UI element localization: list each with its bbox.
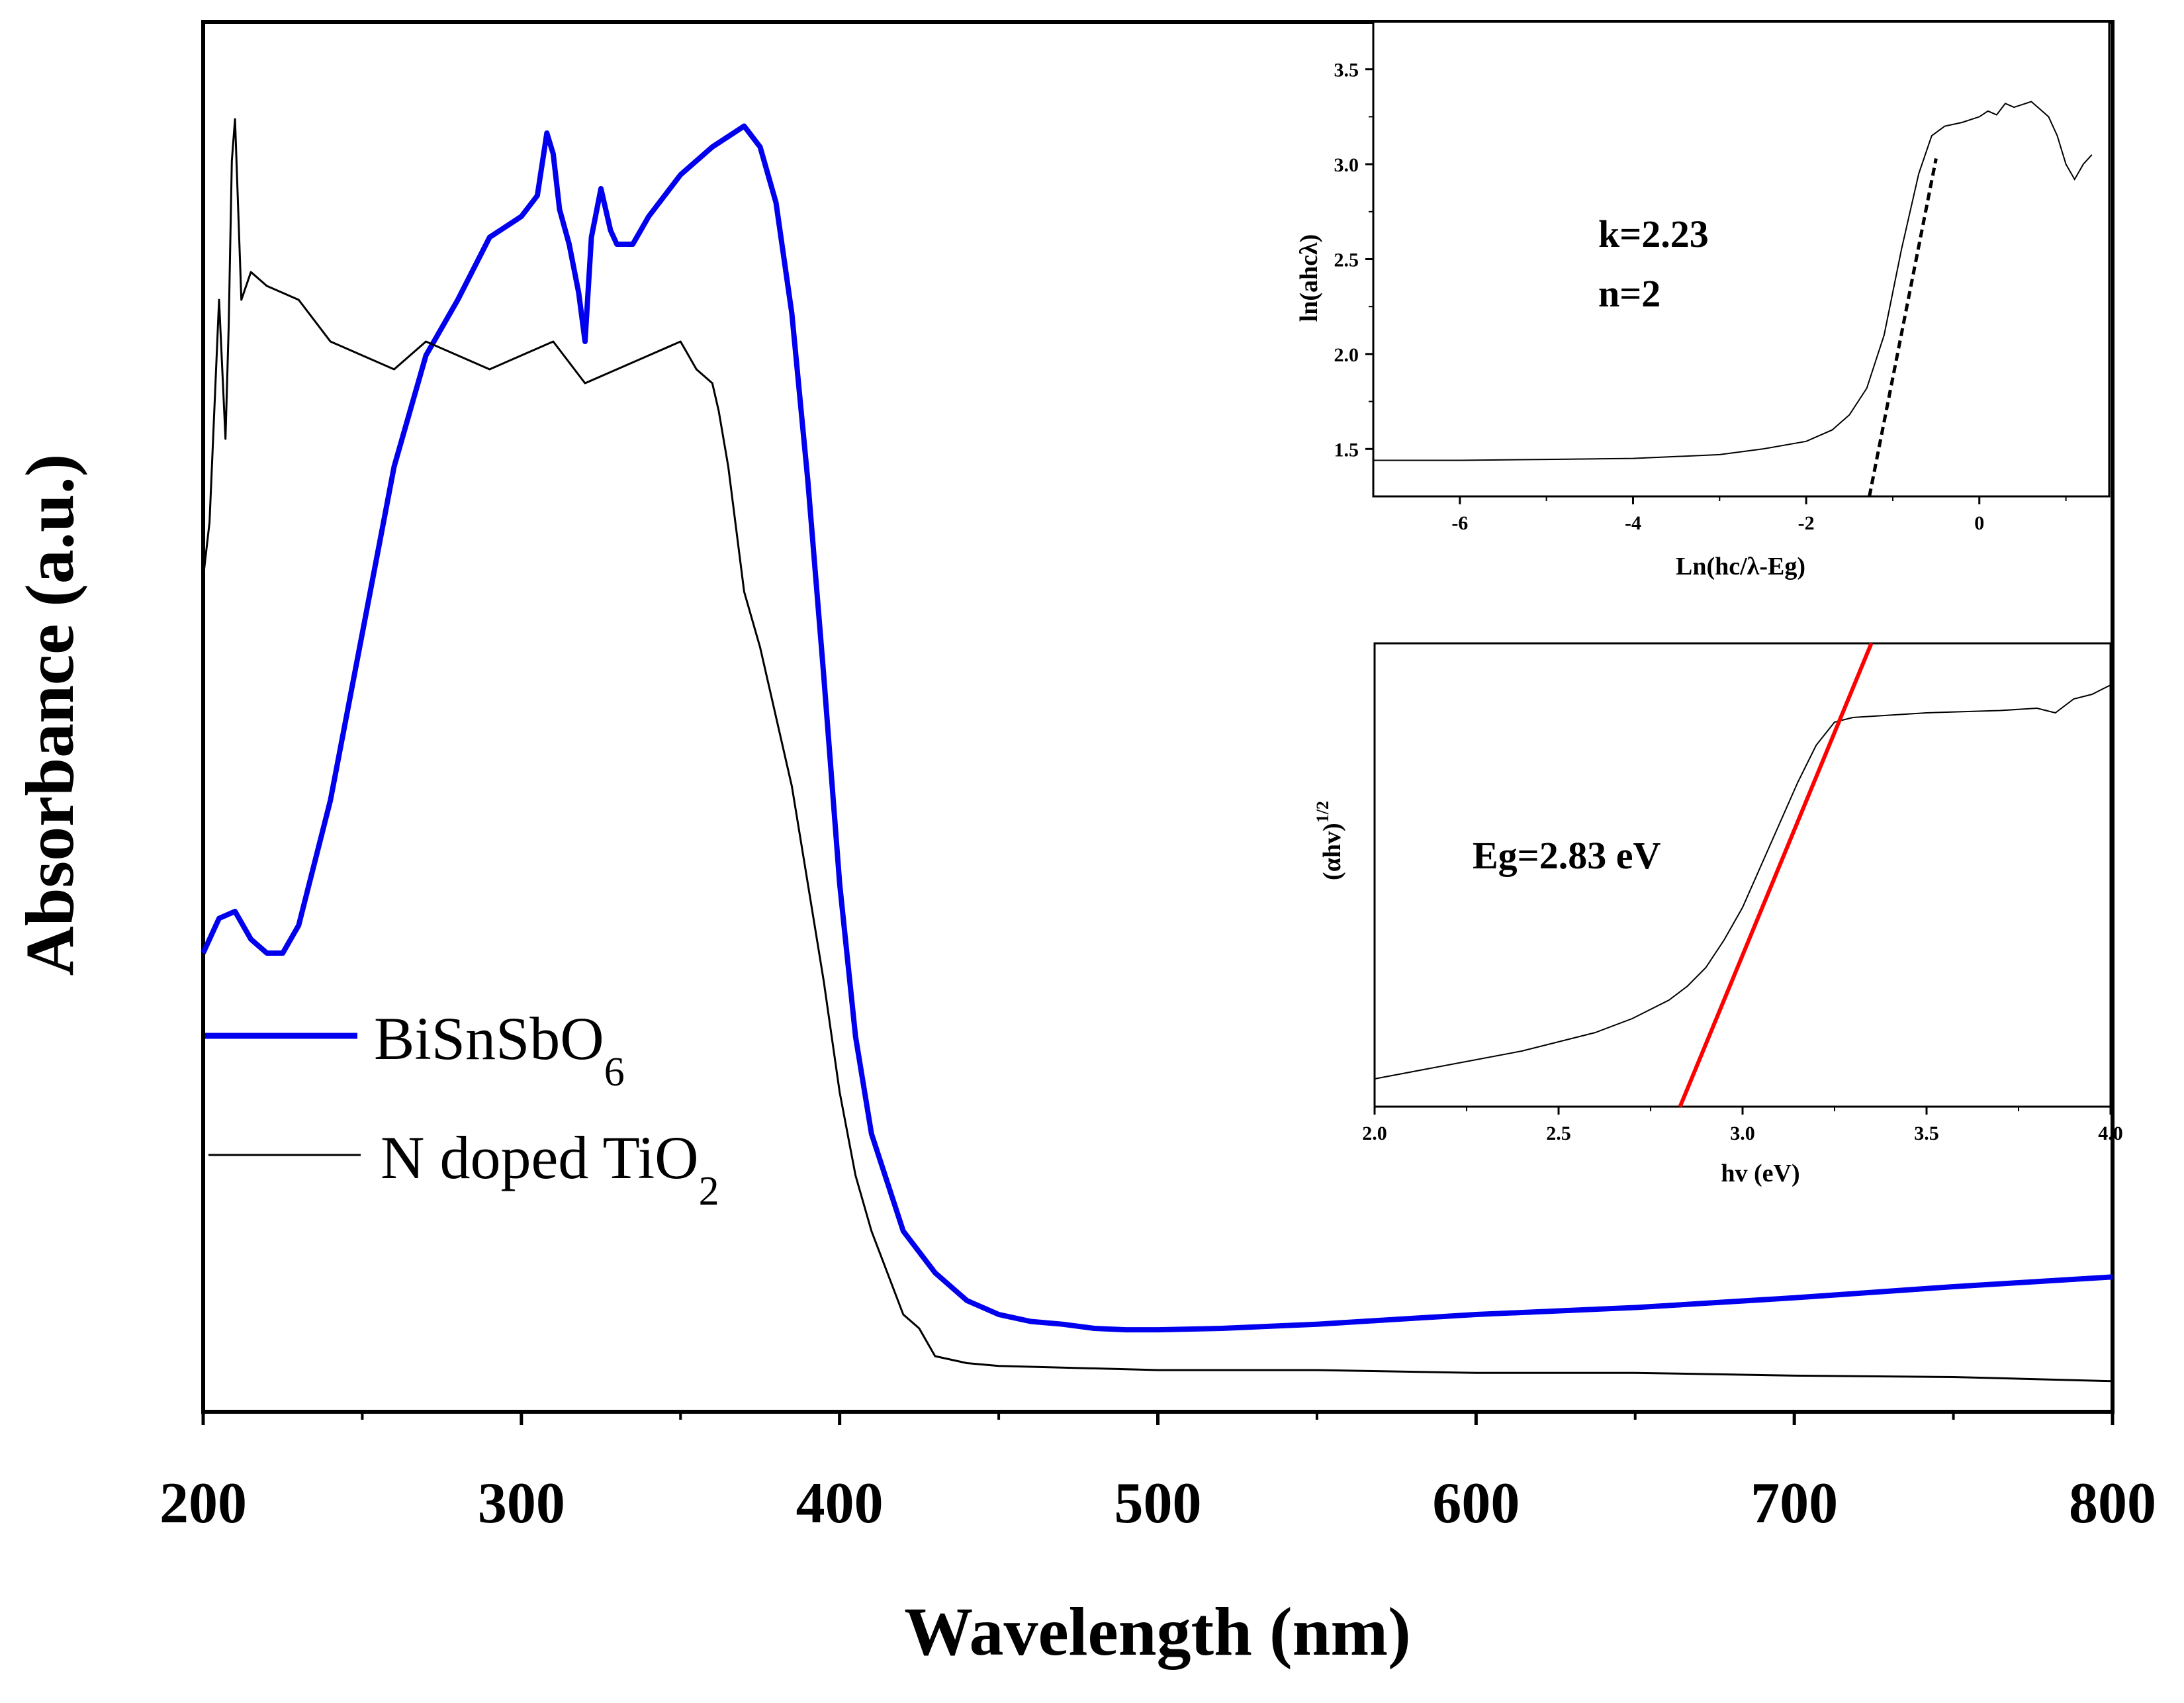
main-series-group (201, 118, 2113, 1383)
inset-bottom-y-axis-title: (αhv)1/2 (1313, 801, 1346, 880)
inset-top-fit-line (1868, 158, 1938, 497)
series-line-n-doped-tio2 (202, 118, 2113, 1383)
inset-top-frame (1372, 21, 2111, 498)
main-x-tick-label: 500 (1115, 1471, 1202, 1536)
inset-top-y-axis-title: ln(ahcλ) (1295, 234, 1323, 322)
inset-top-annotation-n: n=2 (1598, 272, 1661, 315)
inset-bottom-x-tick-label: 3.0 (1730, 1123, 1755, 1144)
main-x-tick-label: 700 (1751, 1471, 1838, 1536)
inset-bottom-x-tick-label: 2.0 (1362, 1123, 1387, 1144)
legend: BiSnSbO6 N doped TiO2 (205, 1005, 719, 1214)
main-x-ticks: 200 300 400 500 600 700 800 (159, 1412, 2156, 1536)
inset-top-x-tick-label: -4 (1625, 512, 1641, 534)
series-line-bisnsbo6 (201, 123, 2113, 1333)
inset-top-x-tick-label: 0 (1974, 512, 1984, 534)
legend-label-n-doped-tio2: N doped TiO2 (381, 1124, 719, 1214)
inset-top-y-tick-label: 3.0 (1334, 154, 1359, 176)
inset-bottom-x-tick-label: 4.0 (2098, 1123, 2123, 1144)
main-x-axis-title: Wavelength (nm) (904, 1594, 1411, 1670)
inset-bottom-ticks: 2.0 2.5 3.0 3.5 4.0 (1362, 1107, 2123, 1144)
inset-bottom-x-tick-label: 2.5 (1546, 1123, 1571, 1144)
inset-top-curve (1373, 101, 2093, 461)
main-y-axis-title: Absorbance (a.u.) (12, 454, 88, 976)
inset-top-x-tick-label: -6 (1451, 512, 1468, 534)
inset-top-y-tick-label: 1.5 (1334, 439, 1359, 461)
inset-top-series-group (1373, 101, 2093, 497)
inset-top-x-tick-label: -2 (1798, 512, 1815, 534)
inset-top-x-axis-title: Ln(hc/λ-Eg) (1676, 553, 1805, 580)
inset-top-y-tick-label: 2.5 (1334, 250, 1359, 271)
inset-top-y-tick-label: 3.5 (1334, 60, 1359, 81)
inset-bottom-curve (1374, 684, 2111, 1080)
inset-top-y-tick-label: 2.0 (1334, 344, 1359, 366)
main-x-tick-label: 800 (2069, 1471, 2156, 1536)
inset-bottom-frame (1373, 642, 2112, 1108)
inset-bottom-annotation-eg: Eg=2.83 eV (1473, 834, 1661, 877)
inset-bottom-series-group (1374, 642, 2111, 1108)
main-x-tick-label: 200 (159, 1471, 247, 1536)
inset-bottom-x-tick-label: 3.5 (1914, 1123, 1939, 1144)
inset-bottom-fit-line (1678, 642, 1874, 1108)
inset-bottom-chart: 2.0 2.5 3.0 3.5 4.0 hv (eV) (αhv)1/2 Eg=2.83… (1313, 642, 2123, 1187)
main-x-tick-label: 600 (1432, 1471, 1520, 1536)
inset-top-chart: -6 -4 -2 0 1.5 2.0 2.5 3.0 3.5 Ln(hc/λ-Eg) ln(ah… (1295, 21, 2111, 580)
inset-top-ticks: -6 -4 -2 0 1.5 2.0 2.5 3.0 3.5 (1334, 60, 2067, 534)
main-x-tick-label: 400 (796, 1471, 884, 1536)
inset-top-annotation-k: k=2.23 (1598, 212, 1709, 255)
inset-bottom-x-axis-title: hv (eV) (1721, 1160, 1799, 1187)
legend-label-bisnsbo6: BiSnSbO6 (374, 1005, 625, 1095)
main-chart: 200 300 400 500 600 700 800 Wavelength (nm) Ab… (12, 20, 2156, 1670)
main-x-tick-label: 300 (478, 1471, 565, 1536)
